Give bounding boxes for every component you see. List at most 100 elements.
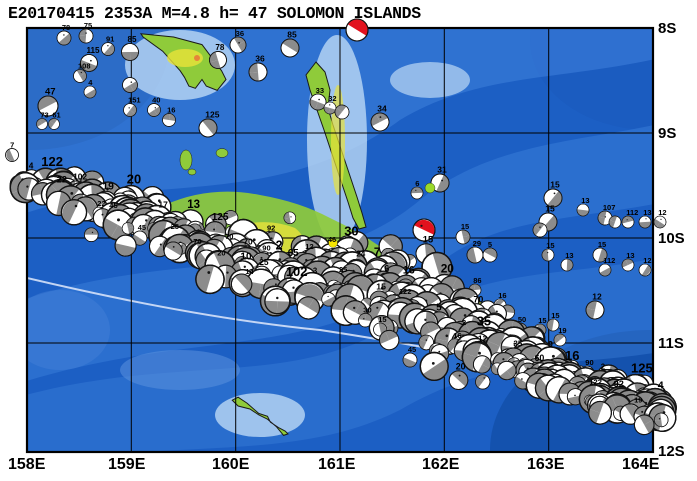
svg-text:15: 15	[423, 234, 433, 244]
svg-text:92: 92	[614, 379, 624, 389]
svg-text:125: 125	[631, 360, 653, 375]
svg-text:86: 86	[473, 276, 481, 285]
svg-text:12: 12	[643, 256, 651, 265]
svg-text:13: 13	[643, 208, 651, 217]
svg-text:20: 20	[441, 262, 455, 276]
svg-text:31: 31	[437, 165, 447, 175]
svg-text:6: 6	[415, 179, 419, 188]
svg-text:15: 15	[376, 282, 386, 292]
svg-text:12: 12	[592, 292, 602, 302]
svg-text:15: 15	[461, 222, 469, 231]
svg-text:15: 15	[546, 241, 554, 250]
svg-text:12: 12	[478, 333, 488, 343]
svg-text:24: 24	[356, 250, 366, 259]
svg-text:125: 125	[205, 110, 219, 120]
svg-text:13: 13	[187, 199, 200, 211]
svg-text:25: 25	[171, 222, 179, 231]
svg-text:92: 92	[267, 224, 275, 233]
svg-text:45: 45	[138, 223, 146, 232]
svg-text:16: 16	[453, 331, 461, 340]
svg-text:35: 35	[477, 314, 491, 329]
svg-text:151: 151	[128, 96, 141, 105]
svg-text:108: 108	[78, 62, 91, 71]
svg-text:46: 46	[328, 235, 336, 244]
svg-text:107: 107	[603, 203, 616, 212]
svg-text:35: 35	[513, 339, 522, 348]
svg-text:36: 36	[236, 29, 244, 38]
svg-text:16: 16	[167, 106, 175, 115]
svg-text:122: 122	[589, 377, 602, 386]
svg-text:2: 2	[601, 362, 606, 371]
svg-text:22: 22	[97, 199, 105, 208]
svg-text:65: 65	[288, 248, 299, 259]
svg-text:90: 90	[262, 244, 270, 253]
svg-text:16: 16	[565, 348, 579, 363]
svg-text:25: 25	[259, 257, 269, 267]
svg-text:30: 30	[363, 305, 371, 314]
svg-text:78: 78	[62, 23, 70, 32]
svg-text:17: 17	[158, 199, 168, 209]
svg-text:12: 12	[305, 242, 313, 251]
svg-text:22: 22	[57, 174, 67, 184]
svg-text:112: 112	[603, 256, 615, 265]
svg-text:91: 91	[106, 35, 114, 44]
svg-text:30: 30	[344, 223, 358, 238]
svg-text:29: 29	[473, 239, 481, 248]
svg-text:40: 40	[152, 96, 160, 105]
svg-text:2: 2	[276, 239, 283, 253]
svg-text:125: 125	[212, 212, 229, 223]
svg-text:15: 15	[538, 316, 546, 325]
svg-text:4: 4	[658, 380, 664, 392]
svg-text:33: 33	[316, 86, 324, 95]
svg-text:16: 16	[498, 291, 506, 300]
svg-text:15: 15	[598, 240, 606, 249]
svg-text:15: 15	[378, 315, 386, 324]
svg-text:73: 73	[40, 111, 48, 120]
svg-text:60: 60	[535, 353, 545, 363]
svg-text:19: 19	[634, 395, 642, 404]
svg-text:34: 34	[377, 104, 387, 114]
svg-text:85: 85	[287, 30, 297, 40]
svg-text:122: 122	[41, 154, 63, 169]
svg-text:5: 5	[436, 302, 442, 313]
svg-text:14: 14	[245, 267, 254, 276]
svg-text:45: 45	[109, 201, 117, 210]
svg-text:85: 85	[128, 35, 138, 44]
svg-text:3: 3	[313, 267, 318, 276]
svg-text:102: 102	[286, 264, 308, 279]
svg-text:15: 15	[545, 204, 555, 214]
svg-text:20: 20	[217, 248, 225, 257]
svg-text:122: 122	[399, 287, 412, 296]
svg-text:13: 13	[565, 251, 573, 260]
svg-text:102: 102	[73, 172, 87, 182]
svg-text:70: 70	[243, 236, 253, 246]
svg-text:70: 70	[473, 294, 483, 304]
svg-text:112: 112	[626, 208, 638, 217]
svg-text:4: 4	[29, 160, 34, 170]
svg-text:50: 50	[518, 315, 526, 324]
svg-text:5: 5	[488, 240, 492, 249]
svg-text:19: 19	[102, 182, 114, 193]
svg-text:2: 2	[462, 318, 466, 327]
svg-text:13: 13	[626, 251, 634, 260]
svg-text:7: 7	[10, 141, 14, 150]
svg-text:90: 90	[585, 358, 593, 367]
svg-text:78: 78	[215, 43, 225, 52]
svg-text:6: 6	[384, 263, 389, 273]
svg-text:19: 19	[558, 326, 566, 335]
svg-text:115: 115	[87, 46, 101, 55]
svg-text:70: 70	[225, 232, 233, 241]
svg-text:25: 25	[339, 265, 347, 274]
svg-text:36: 36	[255, 54, 265, 64]
svg-text:15: 15	[551, 311, 559, 320]
svg-text:9: 9	[548, 339, 553, 349]
svg-text:20: 20	[456, 362, 466, 372]
svg-text:70: 70	[193, 237, 201, 246]
svg-text:13: 13	[581, 196, 589, 205]
svg-text:32: 32	[328, 94, 336, 103]
svg-text:16: 16	[403, 265, 415, 277]
svg-text:61: 61	[52, 111, 60, 120]
svg-text:7: 7	[374, 246, 380, 259]
svg-text:15: 15	[550, 180, 560, 190]
svg-text:12: 12	[658, 208, 666, 217]
